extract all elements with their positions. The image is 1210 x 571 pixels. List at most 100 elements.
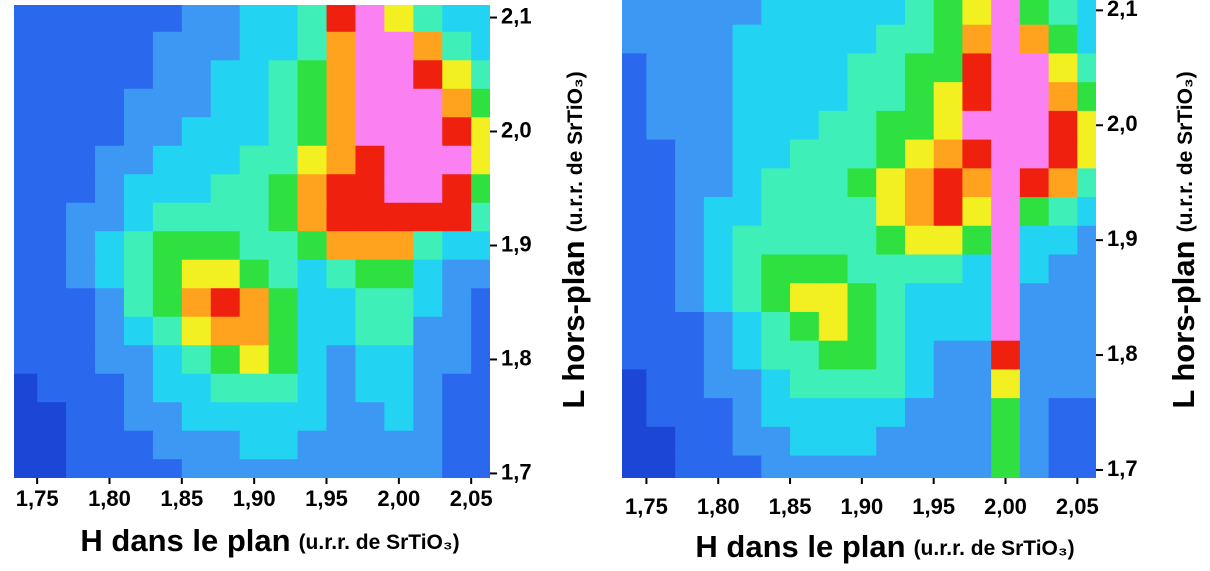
heatmap-cell [962,455,992,478]
heatmap-cell [37,316,67,346]
heatmap-cell [646,455,676,478]
heatmap-cell [703,82,734,112]
heatmap-cell [904,398,935,428]
heatmap-cell [904,168,935,198]
heatmap-cell [384,145,414,175]
heatmap-cell [1077,53,1096,83]
heatmap-cell [14,5,38,33]
heatmap-cell [413,259,443,289]
heatmap-cell [152,202,183,232]
heatmap-cell [1048,197,1078,227]
heatmap-cell [1048,311,1078,342]
heatmap-cell [761,369,791,399]
heatmap-cell [622,53,648,83]
heatmap-cell [847,283,877,313]
heatmap-cell [622,139,648,169]
heatmap-cell [297,174,328,204]
heatmap-cell [66,117,96,147]
heatmap-cell [181,5,212,33]
heatmap-cell [991,398,1021,428]
heatmap-cell [933,283,964,313]
heatmap-cell [471,5,490,33]
heatmap-cell [790,340,820,371]
heatmap-cell [471,31,490,61]
heatmap-cell [442,459,472,478]
heatmap-cell [790,168,820,198]
heatmap-cell [675,53,705,83]
heatmap-cell [95,202,125,232]
heatmap-cell [297,5,328,33]
heatmap-cell [14,117,38,147]
heatmap-cell [675,110,705,141]
heatmap-cell [181,316,212,346]
heatmap-cell [268,60,299,90]
x-tick-label: 2,05 [450,486,493,511]
heatmap-cell [991,254,1021,284]
heatmap-cell [1077,225,1096,256]
heatmap-cell [1077,110,1096,141]
heatmap-cell [152,31,183,61]
heatmap-cell [933,455,964,478]
heatmap-cell [904,82,935,112]
heatmap-cell [1019,455,1050,478]
heatmap-cell [181,345,212,375]
heatmap-cell [991,139,1021,169]
heatmap-cell [622,82,648,112]
heatmap-cell [14,145,38,175]
heatmap-cell [442,373,472,403]
heatmap-cell [646,139,676,169]
heatmap-cell [818,197,849,227]
heatmap-cell [442,402,472,432]
heatmap-cell [761,53,791,83]
heatmap-cell [675,197,705,227]
heatmap-cell [991,24,1021,55]
x-tick-label: 1,95 [305,486,348,511]
heatmap-cell [66,288,96,318]
heatmap-cell [268,402,299,432]
heatmap-cell [384,202,414,232]
heatmap-cell [355,202,385,232]
heatmap-cell [355,345,385,375]
heatmap-cell [761,139,791,169]
heatmap-cell [847,139,877,169]
heatmap-cell [876,369,906,399]
heatmap-cell [123,316,154,346]
heatmap-cell [622,426,648,457]
heatmap-cell [442,31,472,61]
heatmap-cell [37,145,67,175]
heatmap-cell [732,455,762,478]
heatmap-cell [152,459,183,478]
heatmap-cell [268,430,299,460]
heatmap-cell [471,402,490,432]
heatmap-cell [847,0,877,26]
y-tick-label: 1,9 [501,231,532,256]
heatmap-cell [384,345,414,375]
heatmap-cell [646,225,676,256]
heatmap-cell [876,311,906,342]
heatmap-cell [876,139,906,169]
heatmap-cell [962,225,992,256]
heatmap-cell [442,345,472,375]
heatmap-cell [66,88,96,118]
heatmap-cell [622,455,648,478]
y-axis-unit: (u.r.r. de SrTiO₃) [1174,71,1197,232]
heatmap-cell [622,0,648,26]
heatmap-cell [239,373,270,403]
heatmap-cell [355,231,385,261]
heatmap-cell [904,283,935,313]
heatmap-cell [268,373,299,403]
heatmap-cell [442,174,472,204]
heatmap-cell [123,402,154,432]
heatmap-cell [297,231,328,261]
heatmap-cell [95,174,125,204]
heatmap-cell [152,430,183,460]
heatmap-cell [933,254,964,284]
heatmap-cell [152,316,183,346]
heatmap-cell [732,426,762,457]
heatmap-cell [904,197,935,227]
heatmap-cell [413,145,443,175]
heatmap-cell [1019,254,1050,284]
y-axis-title: L hors-plan (u.r.r. de SrTiO₃) [556,71,591,408]
heatmap-cell [268,5,299,33]
